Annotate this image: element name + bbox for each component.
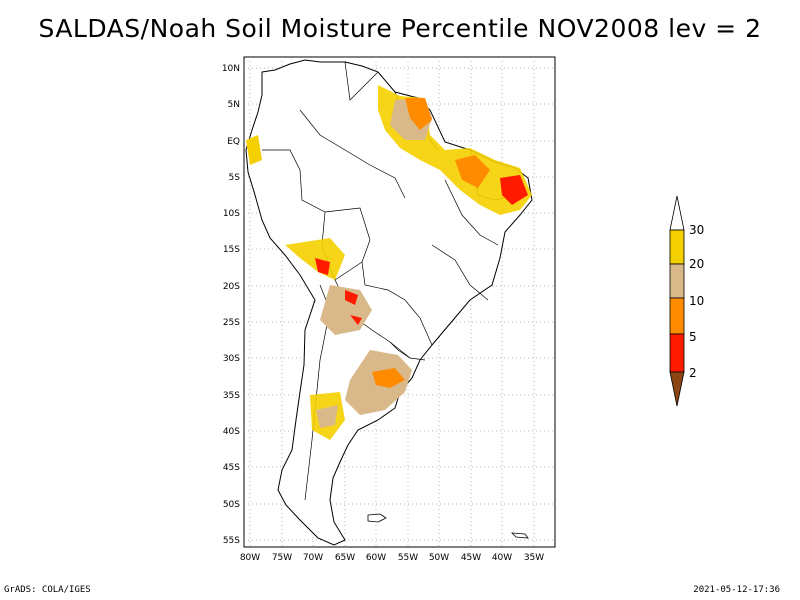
- lon-label: 60W: [366, 553, 386, 563]
- lon-label: 55W: [398, 553, 418, 563]
- colorbar-segment-10: [669, 297, 685, 335]
- lat-label: 30S: [223, 354, 240, 364]
- lat-label: 10N: [222, 64, 240, 74]
- colorbar-top-arrow: [669, 195, 685, 231]
- lon-label: 80W: [240, 553, 260, 563]
- lat-label: 45S: [223, 463, 240, 473]
- colorbar: [669, 195, 685, 407]
- colorbar-label: 10: [689, 294, 704, 308]
- lat-label: 40S: [223, 427, 240, 437]
- footer-credit: GrADS: COLA/IGES: [4, 585, 91, 595]
- lat-labels: 10N 5N EQ 5S 10S 15S 20S 25S 30S 35S 40S…: [222, 64, 240, 546]
- colorbar-labels: 30 20 10 5 2: [689, 223, 704, 380]
- colorbar-segment-5: [669, 333, 685, 373]
- lat-label: 35S: [223, 391, 240, 401]
- falkland-islands: [367, 513, 387, 523]
- footer-timestamp: 2021-05-12-17:36: [693, 585, 780, 595]
- lat-label: 25S: [223, 318, 240, 328]
- lon-label: 40W: [492, 553, 512, 563]
- colorbar-segment-20: [669, 263, 685, 299]
- lat-label: 5S: [229, 173, 241, 183]
- colorbar-segment-30: [669, 229, 685, 265]
- lon-labels: 80W 75W 70W 65W 60W 55W 50W 45W 40W 35W: [240, 553, 544, 563]
- colorbar-label: 5: [689, 330, 697, 344]
- lon-label: 65W: [335, 553, 355, 563]
- map-title: SALDAS/Noah Soil Moisture Percentile NOV…: [38, 14, 762, 43]
- lat-label: EQ: [227, 137, 240, 147]
- colorbar-label: 30: [689, 223, 704, 237]
- lat-label: 5N: [228, 100, 240, 110]
- south-georgia: [510, 532, 529, 539]
- colorbar-label: 2: [689, 366, 697, 380]
- lon-label: 50W: [429, 553, 449, 563]
- lon-label: 35W: [524, 553, 544, 563]
- lat-label: 20S: [223, 282, 240, 292]
- lat-label: 50S: [223, 500, 240, 510]
- lat-label: 15S: [223, 245, 240, 255]
- lon-label: 75W: [272, 553, 292, 563]
- colorbar-label: 20: [689, 257, 704, 271]
- lat-label: 10S: [223, 209, 240, 219]
- lat-label: 55S: [223, 536, 240, 546]
- soil-moisture-shading: [246, 85, 532, 440]
- colorbar-bottom-arrow: [669, 371, 685, 407]
- lon-label: 70W: [303, 553, 323, 563]
- lon-label: 45W: [461, 553, 481, 563]
